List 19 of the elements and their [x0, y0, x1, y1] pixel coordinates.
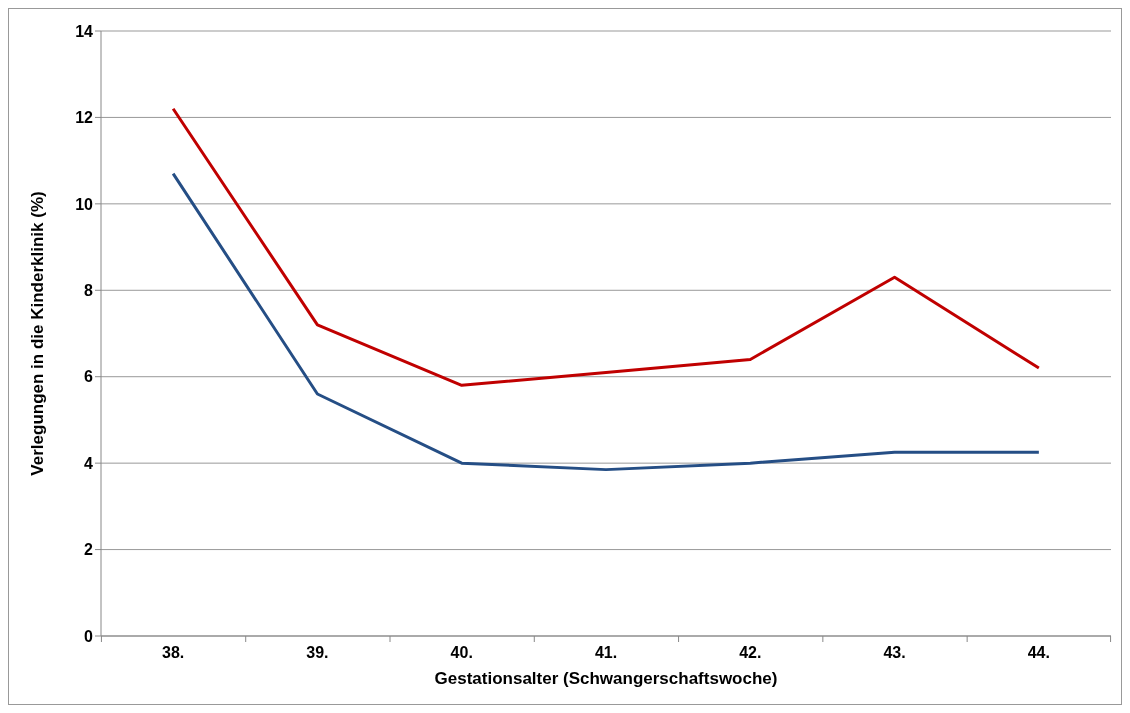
y-tick-label: 14	[75, 22, 94, 40]
x-tick-label: 41.	[594, 644, 618, 661]
y-tick-label: 6	[84, 368, 94, 386]
y-tick-label: 12	[75, 109, 94, 127]
y-tick-label: 8	[84, 281, 94, 299]
x-tick-label: 44.	[1027, 644, 1050, 661]
x-tick-label: 43.	[883, 644, 906, 661]
y-tick-label: 10	[75, 195, 94, 213]
x-tick-label: 38.	[162, 644, 185, 661]
y-tick-label: 0	[84, 627, 94, 645]
y-tick-label: 4	[84, 454, 94, 472]
x-tick-label: 39.	[306, 644, 329, 661]
x-tick-label: 40.	[450, 644, 473, 661]
x-tick-label: 42.	[739, 644, 762, 661]
line-series	[171, 172, 1041, 472]
y-axis-title: Verlegungen in die Kinderklinik (%)	[28, 191, 48, 476]
line-series	[171, 107, 1041, 387]
y-tick-label: 2	[84, 541, 94, 559]
x-axis-title: Gestationsalter (Schwangerschaftswoche)	[434, 669, 778, 688]
